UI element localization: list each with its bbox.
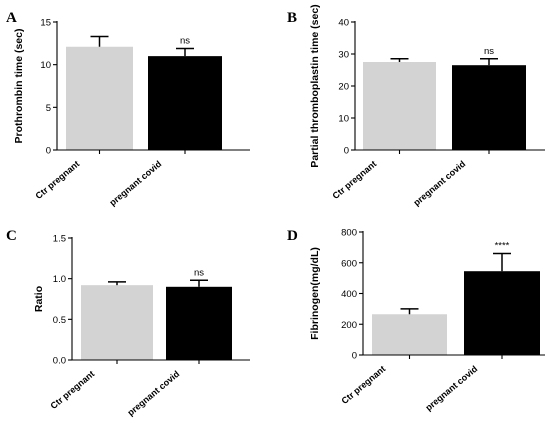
panel-letter: D bbox=[287, 228, 298, 244]
bar-ctr-pregnant bbox=[66, 46, 133, 150]
y-axis-label: Partial thromboplastin time (sec) bbox=[309, 4, 321, 167]
bar-pregnant-covid bbox=[148, 56, 222, 151]
y-tick-label: 200 bbox=[341, 320, 357, 331]
category-label: pregnant covid bbox=[125, 369, 181, 418]
category-label: Ctr pregnant bbox=[331, 159, 379, 201]
category-label: Ctr pregnant bbox=[34, 159, 82, 201]
panel-d: D Ctr pregnant **** pregnant covid 0 200 400 60… bbox=[287, 228, 545, 413]
y-tick-label: 20 bbox=[338, 82, 349, 93]
bar-ctr-pregnant bbox=[372, 314, 447, 355]
panel-letter: B bbox=[287, 10, 297, 26]
significance-label: ns bbox=[484, 46, 494, 57]
bar-pregnant-covid bbox=[464, 271, 540, 355]
y-tick-label: 10 bbox=[40, 60, 51, 71]
y-tick-label: 5 bbox=[46, 103, 51, 114]
y-tick-label: 0 bbox=[46, 146, 51, 157]
panel-letter: A bbox=[6, 10, 17, 26]
y-tick-label: 0 bbox=[344, 146, 349, 157]
y-tick-label: 0.5 bbox=[53, 315, 66, 326]
y-axis-label: Prothrombin time (sec) bbox=[13, 29, 25, 144]
y-tick-label: 1.0 bbox=[53, 274, 66, 285]
category-label: pregnant covid bbox=[107, 159, 163, 208]
y-tick-label: 15 bbox=[40, 18, 51, 29]
panel-a: A Ctr pregnant ns pregnant covid 0 5 10 15 Proth… bbox=[6, 10, 250, 208]
y-axis-label: Ratio bbox=[33, 286, 45, 312]
category-label: pregnant covid bbox=[423, 364, 479, 413]
panel-letter: C bbox=[6, 228, 17, 244]
y-tick-label: 800 bbox=[341, 228, 357, 239]
category-label: pregnant covid bbox=[411, 159, 467, 208]
bar-ctr-pregnant bbox=[81, 285, 153, 360]
y-tick-label: 10 bbox=[338, 114, 349, 125]
y-tick-label: 40 bbox=[338, 18, 349, 29]
y-tick-label: 1.5 bbox=[53, 234, 66, 245]
bar-ctr-pregnant bbox=[363, 62, 436, 150]
panel-c: C Ctr pregnant ns pregnant covid 0.0 0.5 1.0 1.… bbox=[6, 228, 250, 418]
bar-pregnant-covid bbox=[166, 286, 232, 360]
category-label: Ctr pregnant bbox=[340, 364, 388, 406]
y-tick-label: 600 bbox=[341, 258, 357, 269]
y-tick-label: 400 bbox=[341, 289, 357, 300]
y-axis-label: Fibrinogen(mg/dL) bbox=[309, 247, 321, 340]
y-tick-label: 0 bbox=[352, 351, 357, 362]
panel-b: B Ctr pregnant ns pregnant covid 0 10 20 30 40 Pa… bbox=[287, 4, 545, 208]
significance-label: **** bbox=[495, 241, 510, 252]
significance-label: ns bbox=[194, 267, 204, 278]
bar-pregnant-covid bbox=[452, 65, 526, 150]
significance-label: ns bbox=[180, 35, 190, 46]
y-tick-label: 0.0 bbox=[53, 356, 66, 367]
category-label: Ctr pregnant bbox=[49, 369, 97, 411]
y-tick-label: 30 bbox=[338, 50, 349, 61]
